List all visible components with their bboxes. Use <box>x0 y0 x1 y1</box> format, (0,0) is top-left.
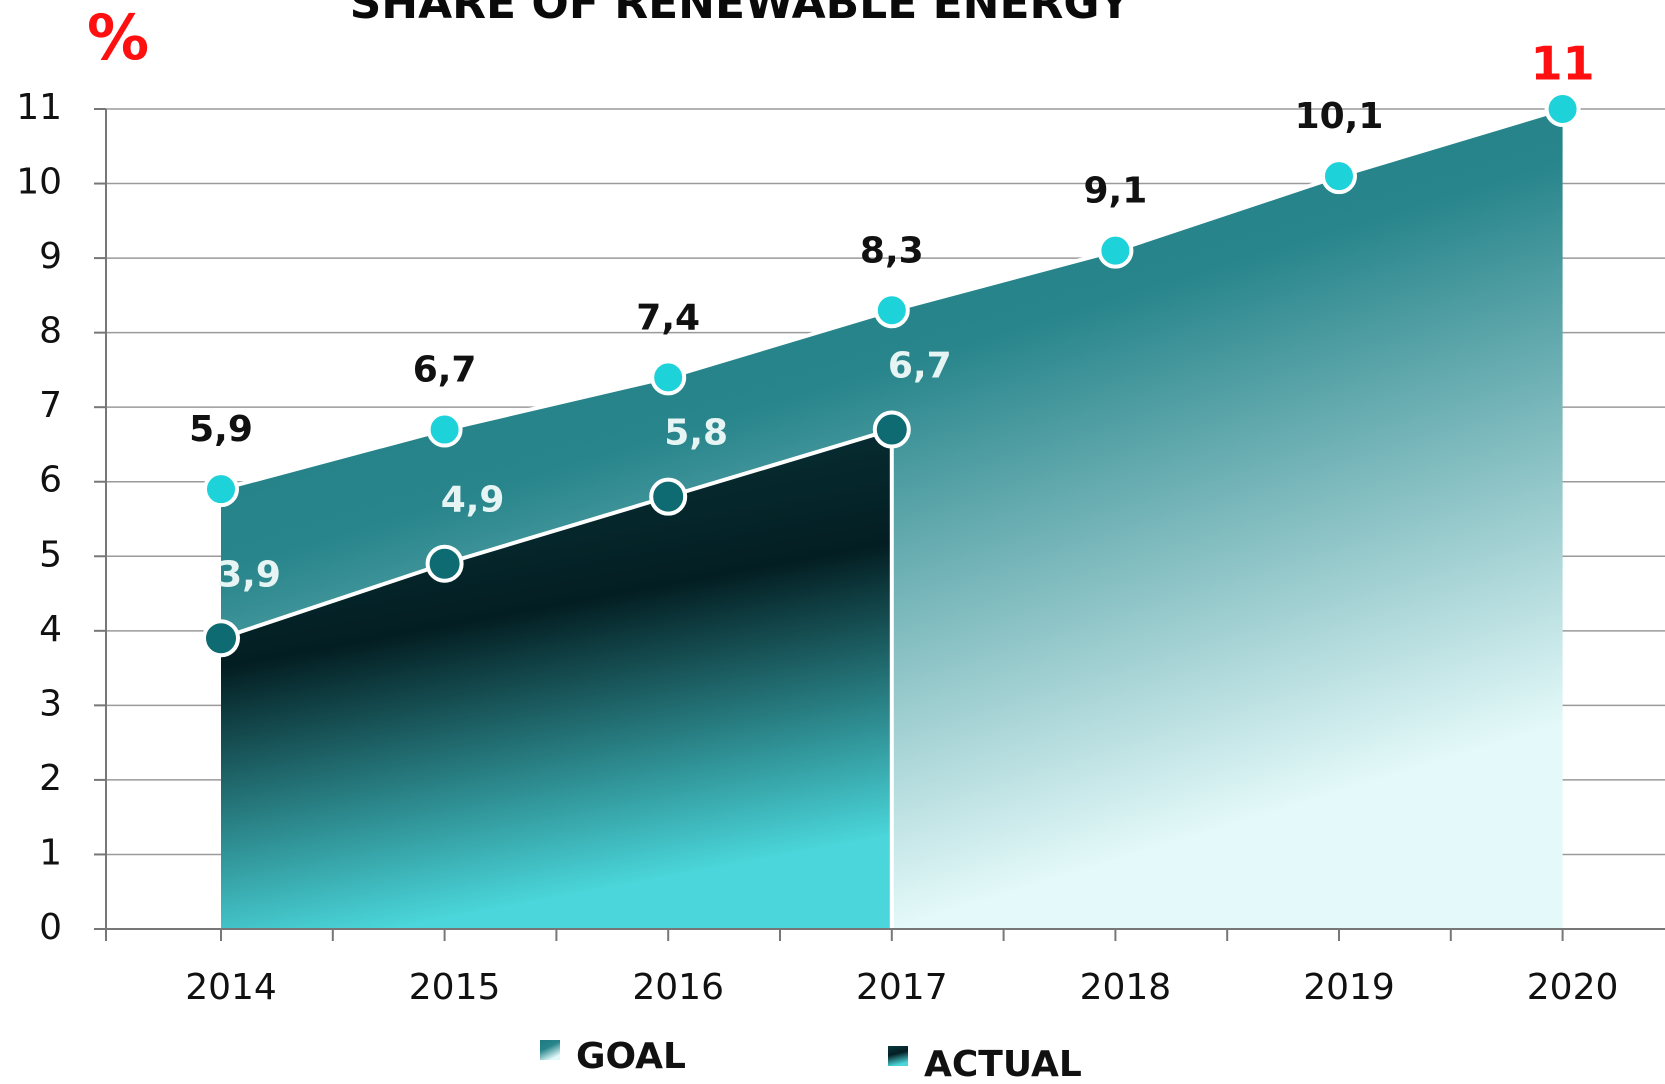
x-tick-label: 2018 <box>1080 967 1172 1008</box>
x-tick-label: 2017 <box>856 967 948 1008</box>
marker <box>425 544 464 583</box>
y-tick-label: 3 <box>39 683 62 724</box>
data-label: 11 <box>1531 37 1595 91</box>
data-label: 4,9 <box>441 480 505 521</box>
marker <box>1097 232 1134 269</box>
area-actual <box>221 429 892 929</box>
y-tick-label: 7 <box>39 385 62 426</box>
marker <box>203 471 239 508</box>
chart-title: SHARE OF RENEWABLE ENERGY <box>350 0 1132 29</box>
y-axis-label: % <box>87 1 149 74</box>
marker <box>872 410 911 449</box>
line-actual <box>220 427 893 641</box>
y-tick-label: 10 <box>16 162 62 203</box>
y-tick-label: 11 <box>16 87 62 128</box>
data-label: 8,3 <box>860 230 924 271</box>
y-tick-label: 0 <box>39 907 62 948</box>
y-tick-label: 9 <box>39 236 62 277</box>
marker <box>650 359 687 396</box>
data-label: 6,7 <box>888 346 952 387</box>
x-tick-label: 2019 <box>1303 967 1395 1008</box>
data-label: 3,9 <box>217 554 281 595</box>
y-tick-label: 1 <box>39 832 62 873</box>
legend-swatch <box>540 1040 560 1060</box>
data-label: 7,4 <box>636 297 700 338</box>
y-tick-label: 4 <box>39 609 62 650</box>
y-tick-label: 6 <box>39 460 62 501</box>
legend-swatch <box>888 1046 908 1066</box>
marker <box>1544 91 1581 127</box>
marker <box>426 411 463 448</box>
x-tick-label: 2020 <box>1527 967 1619 1008</box>
x-tick-label: 2016 <box>632 967 724 1008</box>
legend-label: ACTUAL <box>924 1044 1082 1084</box>
marker <box>202 619 240 658</box>
legend-label: GOAL <box>576 1036 686 1077</box>
data-label: 6,7 <box>413 350 477 391</box>
data-label: 10,1 <box>1295 96 1384 137</box>
y-tick-label: 8 <box>39 311 62 352</box>
data-label: 5,9 <box>189 409 253 450</box>
y-tick-label: 5 <box>39 534 62 575</box>
data-label: 9,1 <box>1084 171 1148 212</box>
x-tick-label: 2014 <box>185 967 277 1008</box>
x-tick-label: 2015 <box>409 967 501 1008</box>
marker <box>873 292 910 329</box>
marker <box>649 477 688 516</box>
data-label: 5,8 <box>664 413 728 454</box>
y-tick-label: 2 <box>39 758 62 799</box>
marker <box>1321 158 1357 195</box>
